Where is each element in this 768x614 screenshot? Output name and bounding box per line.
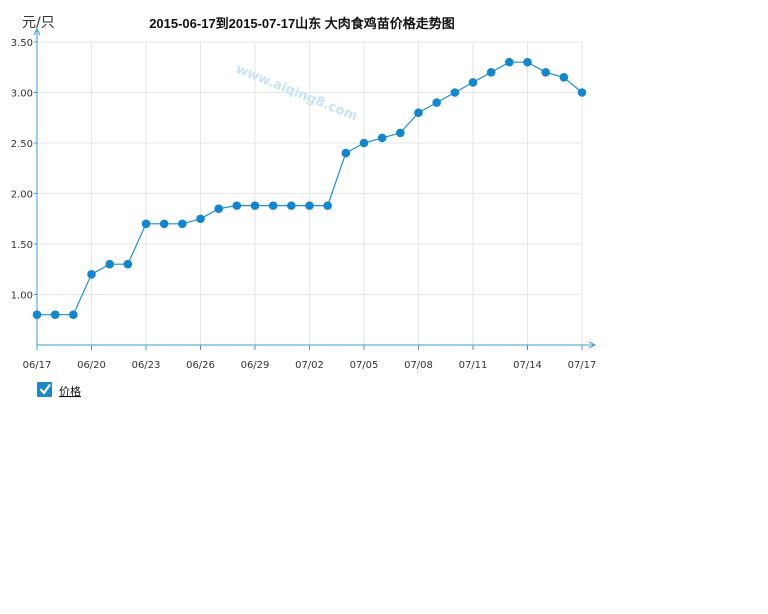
data-point[interactable]	[541, 68, 550, 77]
data-point[interactable]	[196, 214, 205, 224]
data-point[interactable]	[69, 310, 78, 320]
x-tick-label: 06/23	[132, 360, 161, 371]
x-tick-label: 06/26	[186, 360, 215, 371]
x-tick-label: 07/11	[459, 360, 488, 371]
data-point[interactable]	[287, 201, 296, 210]
x-tick-label: 07/08	[404, 360, 433, 371]
data-point[interactable]	[214, 204, 223, 213]
data-point[interactable]	[32, 310, 42, 320]
data-point[interactable]	[559, 73, 569, 82]
data-point[interactable]	[232, 201, 242, 210]
data-point[interactable]	[178, 219, 187, 229]
data-point[interactable]	[505, 57, 514, 67]
data-point[interactable]	[377, 133, 387, 143]
data-point[interactable]	[105, 259, 114, 269]
y-tick-label: 1.00	[11, 291, 33, 302]
watermark-text: www.aiqing8.com	[234, 62, 360, 125]
series-price	[32, 57, 587, 320]
data-point[interactable]	[323, 201, 332, 210]
data-point[interactable]	[141, 219, 151, 229]
y-axis-arrow-icon	[33, 27, 41, 36]
y-tick-label: 1.50	[11, 240, 33, 251]
data-point[interactable]	[159, 219, 169, 229]
data-point[interactable]	[468, 78, 478, 87]
data-point[interactable]	[305, 201, 314, 210]
chart-title: 2015-06-17到2015-07-17山东 大肉食鸡苗价格走势图	[149, 16, 455, 31]
y-tick-label: 2.00	[11, 190, 33, 201]
data-point[interactable]	[341, 148, 351, 158]
x-tick-label: 06/29	[241, 360, 270, 371]
data-point[interactable]	[359, 138, 369, 148]
x-axis-arrow-icon	[588, 341, 597, 349]
x-tick-label: 07/05	[350, 360, 379, 371]
y-tick-label: 3.00	[11, 89, 33, 100]
data-point[interactable]	[577, 88, 587, 97]
x-tick-label: 07/02	[295, 360, 324, 371]
x-tick-label: 07/17	[568, 360, 597, 371]
data-point[interactable]	[396, 128, 405, 138]
legend-label-price[interactable]: 价格	[59, 384, 81, 398]
watermark: www.aiqing8.com	[234, 62, 360, 125]
grid-lines	[36, 41, 583, 345]
data-point[interactable]	[123, 259, 133, 269]
data-point[interactable]	[414, 108, 423, 117]
data-point[interactable]	[268, 201, 278, 210]
legend[interactable]: 价格	[37, 382, 81, 398]
y-tick-label: 2.50	[11, 139, 33, 150]
data-point[interactable]	[486, 68, 496, 77]
x-tick-label: 06/17	[23, 360, 52, 371]
y-tick-label: 3.50	[11, 38, 33, 49]
data-point[interactable]	[432, 98, 441, 107]
legend-checkbox[interactable]	[37, 382, 52, 397]
axes	[33, 27, 597, 349]
x-tick-labels: 06/17 06/20 06/23 06/26 06/29 07/02 07/05 07/08…	[23, 345, 597, 371]
check-icon	[39, 383, 51, 395]
data-point[interactable]	[450, 88, 460, 97]
data-point[interactable]	[250, 201, 260, 210]
x-tick-label: 07/14	[513, 360, 542, 371]
x-tick-label: 06/20	[77, 360, 106, 371]
data-point[interactable]	[523, 57, 532, 67]
y-axis-unit-label: 元/只	[22, 15, 55, 31]
y-tick-labels: 1.00 1.50 2.00 2.50 3.00 3.50	[11, 38, 37, 302]
data-point[interactable]	[50, 310, 60, 320]
data-point[interactable]	[87, 270, 96, 279]
